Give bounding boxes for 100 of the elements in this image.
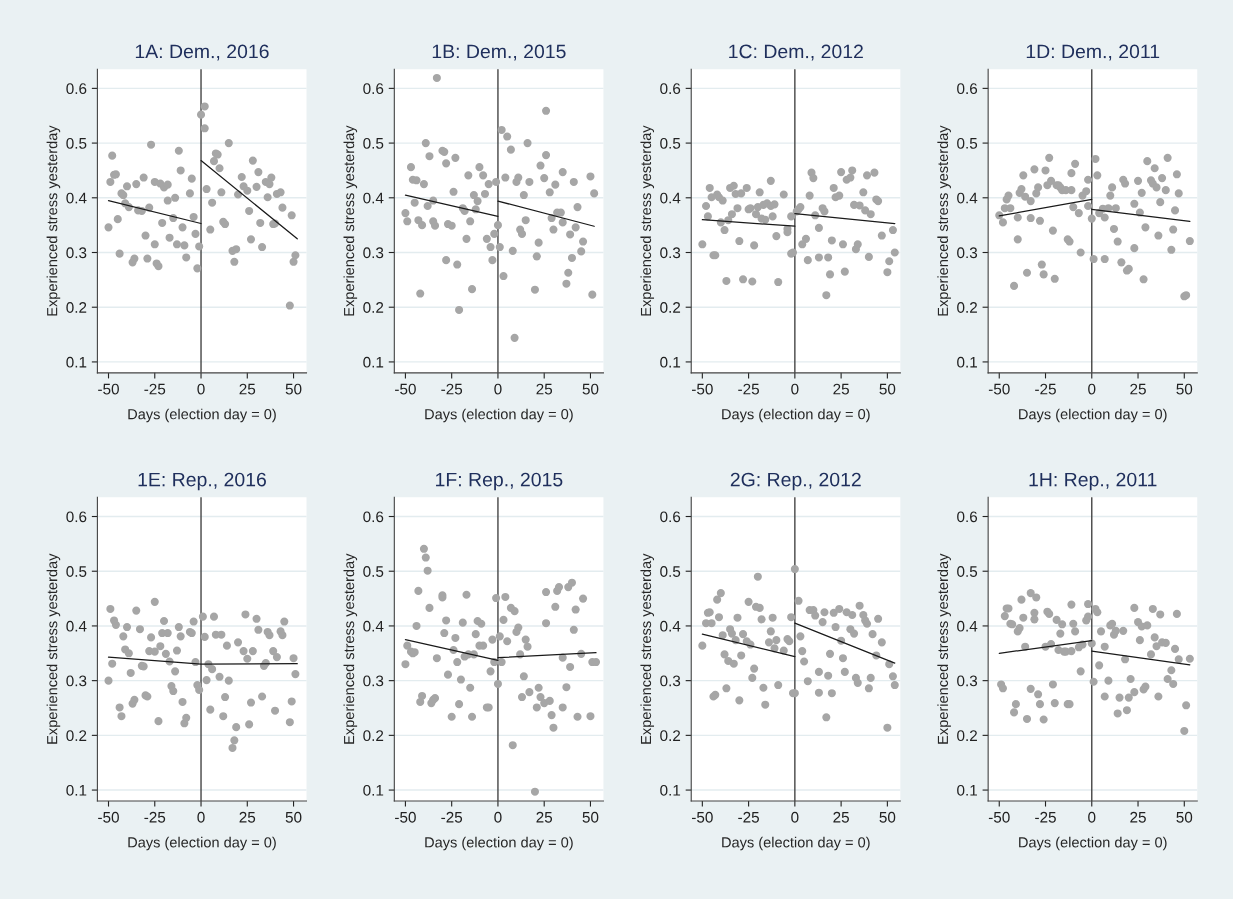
- y-tick-label: 0.4: [66, 192, 87, 204]
- y-tick-label: 0.4: [363, 192, 384, 204]
- chart-title: 1A: Dem., 2016: [135, 44, 269, 61]
- chart-title: 1B: Dem., 2015: [432, 44, 566, 61]
- y-tick-label: 0.3: [363, 675, 384, 687]
- y-axis-title: Experienced stress yesterday: [343, 125, 358, 316]
- y-tick-label: 0.4: [957, 620, 978, 632]
- y-tick-label: 0.6: [66, 511, 87, 523]
- y-tick-label: 0.4: [363, 620, 384, 632]
- x-tick-label: -25: [144, 383, 166, 395]
- y-tick-label: 0.6: [957, 83, 978, 95]
- x-axis-title: Days (election day = 0): [128, 408, 276, 423]
- y-tick-label: 0.5: [957, 137, 978, 149]
- x-tick-label: -50: [988, 811, 1010, 823]
- y-tick-label: 0.2: [363, 730, 384, 742]
- y-tick-label: 0.4: [66, 620, 87, 632]
- y-tick-label: 0.6: [363, 83, 384, 95]
- x-tick-label: 25: [1130, 383, 1146, 395]
- y-axis-title: Experienced stress yesterday: [640, 125, 655, 316]
- x-axis-title: Days (election day = 0): [722, 408, 870, 423]
- x-tick-label: -50: [395, 383, 416, 395]
- y-tick-label: 0.6: [66, 83, 87, 95]
- x-tick-label: 0: [494, 383, 502, 395]
- y-tick-label: 0.4: [660, 192, 681, 204]
- x-tick-label: 25: [833, 383, 849, 395]
- y-tick-label: 0.1: [660, 356, 681, 368]
- y-tick-label: 0.1: [363, 356, 384, 368]
- y-tick-label: 0.3: [957, 247, 978, 259]
- y-tick-label: 0.3: [66, 675, 87, 687]
- chart-title: 1E: Rep., 2016: [138, 472, 266, 491]
- x-tick-label: 0: [1088, 811, 1096, 823]
- x-tick-label: -50: [395, 811, 416, 823]
- y-axis-title: Experienced stress yesterday: [46, 553, 61, 744]
- y-tick-label: 0.4: [957, 192, 978, 204]
- x-tick-label: -25: [1035, 383, 1056, 395]
- y-tick-label: 0.5: [957, 566, 978, 577]
- y-axis-title: Experienced stress yesterday: [46, 125, 61, 316]
- y-tick-label: 0.5: [660, 137, 681, 149]
- x-tick-label: 25: [536, 383, 553, 395]
- x-tick-label: -25: [441, 383, 463, 395]
- y-tick-label: 0.2: [66, 302, 87, 313]
- y-tick-label: 0.3: [66, 247, 87, 259]
- x-axis-title: Days (election day = 0): [722, 836, 870, 851]
- x-axis-title: Days (election day = 0): [1019, 408, 1167, 423]
- y-tick-label: 0.1: [660, 784, 681, 796]
- y-tick-label: 0.1: [363, 784, 384, 796]
- y-axis-title: Experienced stress yesterday: [343, 553, 358, 744]
- y-tick-label: 0.6: [363, 511, 384, 523]
- y-tick-label: 0.5: [66, 566, 87, 577]
- y-axis-title: Experienced stress yesterday: [640, 553, 655, 744]
- x-tick-label: -25: [144, 811, 166, 823]
- x-tick-label: -50: [98, 811, 119, 823]
- x-tick-label: 0: [494, 811, 502, 823]
- y-tick-label: 0.2: [660, 730, 681, 742]
- y-tick-label: 0.1: [957, 784, 977, 796]
- x-tick-label: 25: [239, 811, 256, 823]
- x-tick-label: 0: [791, 811, 799, 823]
- x-tick-label: 50: [582, 383, 599, 395]
- y-tick-label: 0.4: [660, 620, 681, 632]
- x-tick-label: -25: [441, 811, 463, 823]
- x-axis-title: Days (election day = 0): [128, 836, 276, 851]
- x-tick-label: -50: [98, 383, 119, 395]
- x-tick-label: 0: [791, 383, 799, 395]
- x-axis-title: Days (election day = 0): [425, 408, 573, 423]
- y-tick-label: 0.3: [363, 247, 384, 259]
- x-tick-label: -50: [691, 811, 713, 823]
- chart-title: 2G: Rep., 2012: [730, 472, 861, 491]
- y-axis-title: Experienced stress yesterday: [937, 125, 951, 316]
- chart-title: 1H: Rep., 2011: [1029, 472, 1157, 491]
- x-tick-label: 50: [285, 383, 302, 395]
- x-tick-label: 25: [1130, 811, 1146, 823]
- y-tick-label: 0.5: [363, 566, 384, 577]
- y-tick-label: 0.1: [66, 784, 87, 796]
- x-tick-label: -50: [988, 383, 1010, 395]
- x-tick-label: -25: [1035, 811, 1056, 823]
- x-axis-title: Days (election day = 0): [425, 836, 573, 851]
- x-tick-label: 50: [879, 383, 896, 395]
- chart-title: 1C: Dem., 2012: [729, 44, 863, 61]
- x-tick-label: 50: [1176, 383, 1193, 395]
- x-tick-label: 50: [879, 811, 896, 823]
- y-tick-label: 0.2: [66, 730, 87, 742]
- x-tick-label: 0: [1088, 383, 1096, 395]
- x-tick-label: 25: [536, 811, 553, 823]
- y-tick-label: 0.1: [66, 356, 87, 368]
- x-tick-label: 50: [1176, 811, 1193, 823]
- x-tick-label: 0: [197, 811, 205, 823]
- y-tick-label: 0.2: [660, 302, 681, 313]
- y-tick-label: 0.3: [660, 247, 681, 259]
- x-tick-label: 50: [582, 811, 599, 823]
- x-tick-label: -50: [691, 383, 713, 395]
- x-tick-label: 25: [833, 811, 849, 823]
- y-tick-label: 0.5: [660, 566, 681, 577]
- x-axis-title: Days (election day = 0): [1019, 836, 1167, 851]
- x-tick-label: -25: [738, 383, 759, 395]
- y-tick-label: 0.3: [660, 675, 681, 687]
- y-tick-label: 0.3: [957, 675, 978, 687]
- y-tick-label: 0.2: [957, 730, 977, 742]
- chart-title: 1F: Rep., 2015: [436, 472, 563, 491]
- y-tick-label: 0.2: [957, 302, 977, 313]
- chart-title: 1D: Dem., 2011: [1026, 44, 1160, 61]
